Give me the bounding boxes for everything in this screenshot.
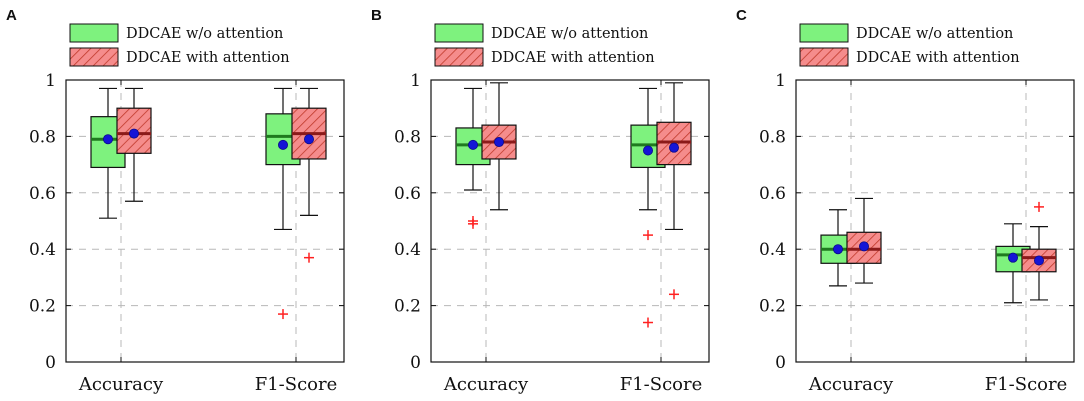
y-tick-label: 0.6 <box>394 184 421 204</box>
panel-C: C 0 0.2 0.4 0.6 0.8 1 Accuracy F1-Score DDCAE w/o… <box>736 7 1075 395</box>
mean-marker <box>669 142 680 153</box>
box-with-attention-accuracy <box>846 197 882 284</box>
legend-label-wo-attention: DDCAE w/o attention <box>126 26 283 42</box>
panel-letter: C <box>736 7 747 24</box>
y-tick-label: 0.2 <box>394 297 421 317</box>
y-tick-label: 0.6 <box>29 184 56 204</box>
box-with-attention-accuracy <box>481 82 517 211</box>
mean-marker <box>1008 252 1019 263</box>
legend-label-with-attention: DDCAE with attention <box>491 50 655 66</box>
y-tick-label: 0.4 <box>29 240 56 260</box>
box-with-attention-accuracy <box>116 87 152 202</box>
x-category-label: F1-Score <box>255 374 338 395</box>
y-tick-label: 0.6 <box>759 184 786 204</box>
y-tick-label: 0.2 <box>759 297 786 317</box>
legend-swatch-wo-attention <box>799 23 849 43</box>
panel-A: A 0 0.2 0.4 0.6 0.8 1 Accuracy F1-Score DDCAE w/o… <box>6 7 345 395</box>
mean-marker <box>103 134 114 145</box>
y-tick-label: 1 <box>775 71 786 91</box>
legend-swatch-wo-attention <box>69 23 119 43</box>
x-category-label: Accuracy <box>808 374 894 395</box>
legend-swatch-with-attention <box>799 47 849 67</box>
mean-marker <box>467 139 478 150</box>
x-category-label: Accuracy <box>443 374 529 395</box>
legend-label-with-attention: DDCAE with attention <box>126 50 290 66</box>
x-category-label: Accuracy <box>78 374 164 395</box>
y-tick-label: 0.8 <box>29 127 56 147</box>
legend-swatch-with-attention <box>434 47 484 67</box>
panel-letter: A <box>6 7 17 24</box>
plot-frame <box>430 79 710 363</box>
y-tick-label: 0.4 <box>759 240 786 260</box>
mean-marker <box>643 145 654 156</box>
mean-marker <box>128 128 139 139</box>
y-tick-label: 0 <box>45 353 56 373</box>
y-tick-label: 1 <box>410 71 421 91</box>
panel-B: B 0 0.2 0.4 0.6 0.8 1 Accuracy F1-Score DDCAE w/o… <box>371 7 710 395</box>
mean-marker <box>277 139 288 150</box>
mean-marker <box>303 134 314 145</box>
y-tick-label: 0.8 <box>759 127 786 147</box>
legend-label-wo-attention: DDCAE w/o attention <box>856 26 1013 42</box>
mean-marker <box>493 137 504 148</box>
y-tick-label: 0 <box>775 353 786 373</box>
mean-marker <box>1034 255 1045 266</box>
panel-letter: B <box>371 7 382 24</box>
box-with-attention-f1-score <box>656 82 692 300</box>
y-tick-label: 0.8 <box>394 127 421 147</box>
box-wo-attention-accuracy <box>90 87 126 219</box>
box-with-attention-f1-score <box>291 87 327 263</box>
legend-swatch-with-attention <box>69 47 119 67</box>
legend-label-with-attention: DDCAE with attention <box>856 50 1020 66</box>
y-tick-label: 0.4 <box>394 240 421 260</box>
box-with-attention-f1-score <box>1021 201 1057 301</box>
plot-frame <box>65 79 345 363</box>
mean-marker <box>859 241 870 252</box>
plot-frame <box>795 79 1075 363</box>
x-category-label: F1-Score <box>620 374 703 395</box>
x-category-label: F1-Score <box>985 374 1068 395</box>
y-tick-label: 0 <box>410 353 421 373</box>
legend: DDCAE w/o attention DDCAE with attention <box>799 23 1020 67</box>
legend-label-wo-attention: DDCAE w/o attention <box>491 26 648 42</box>
y-tick-label: 0.2 <box>29 297 56 317</box>
mean-marker <box>833 244 844 255</box>
legend: DDCAE w/o attention DDCAE with attention <box>434 23 655 67</box>
y-tick-label: 1 <box>45 71 56 91</box>
legend-swatch-wo-attention <box>434 23 484 43</box>
legend: DDCAE w/o attention DDCAE with attention <box>69 23 290 67</box>
